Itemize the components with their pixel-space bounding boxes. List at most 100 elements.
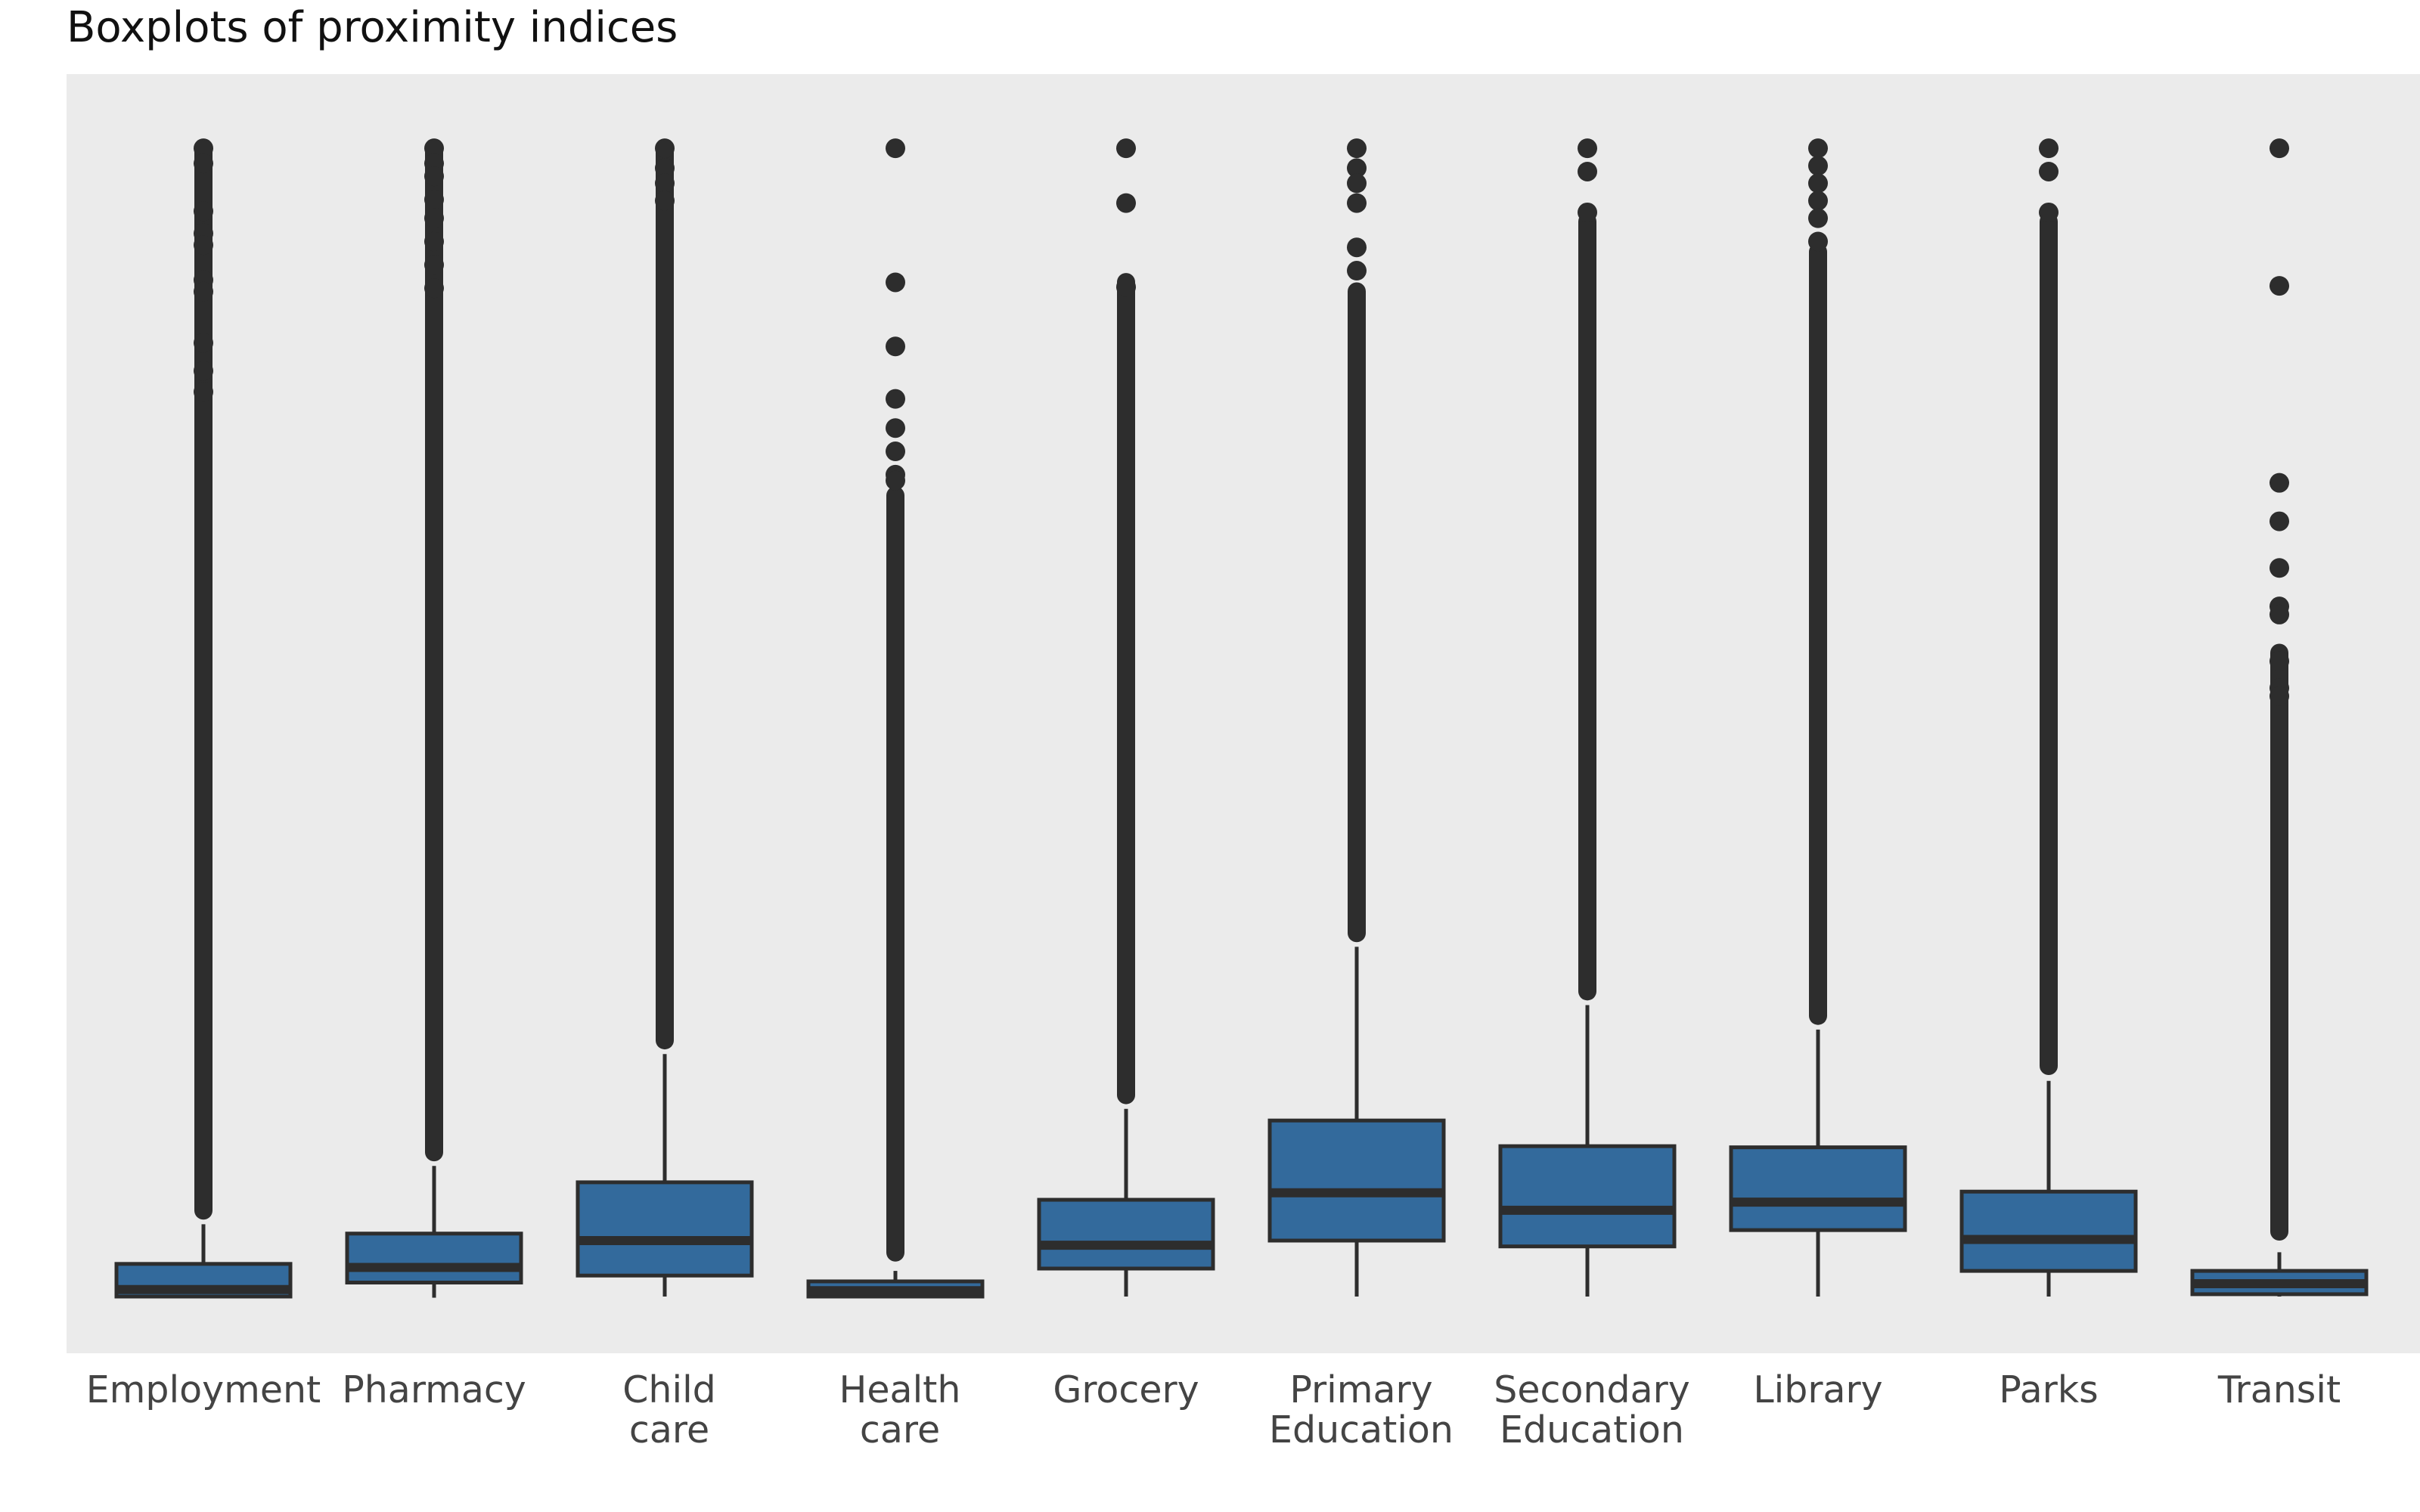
box — [1037, 1198, 1215, 1271]
outlier-point — [1116, 277, 1136, 297]
x-tick-label-line: Secondary — [1494, 1368, 1690, 1411]
x-tick-label-line: Grocery — [1053, 1368, 1199, 1411]
x-tick-label: Grocery — [1053, 1368, 1199, 1411]
box-group-2 — [576, 138, 754, 1297]
x-tick-label-line: Pharmacy — [342, 1368, 526, 1411]
outlier-point — [424, 278, 444, 299]
outlier-point — [2039, 202, 2059, 222]
outlier-point — [2270, 511, 2289, 531]
x-tick-label: Parks — [1999, 1368, 2098, 1411]
outlier-column — [1578, 212, 1596, 1001]
box-group-1 — [345, 138, 523, 1298]
x-tick-label: Employment — [86, 1368, 321, 1411]
outlier-point — [194, 138, 213, 159]
outlier-point — [194, 153, 213, 174]
x-tick-label: Primary Education — [1269, 1368, 1454, 1452]
outlier-point — [194, 333, 213, 353]
box-group-5 — [1267, 138, 1446, 1297]
outlier-column — [1117, 273, 1135, 1105]
outlier-point — [194, 361, 213, 381]
outlier-point — [886, 470, 905, 491]
x-tick-label: Pharmacy — [342, 1368, 526, 1411]
outlier-point — [655, 191, 675, 211]
outlier-point — [2270, 558, 2289, 578]
outlier-point — [2270, 604, 2289, 624]
outlier-point — [655, 138, 675, 159]
outlier-point — [424, 208, 444, 228]
box — [1959, 1189, 2138, 1273]
x-tick-label-line: Parks — [1999, 1368, 2098, 1411]
box-group-0 — [114, 138, 293, 1299]
box — [1267, 1118, 1446, 1243]
outlier-point — [1808, 156, 1828, 176]
outlier-point — [1578, 138, 1597, 159]
outlier-column — [2270, 643, 2288, 1241]
outlier-point — [886, 389, 905, 409]
x-tick-label-line: Transit — [2217, 1368, 2341, 1411]
x-tick-label: Secondary Education — [1494, 1368, 1690, 1452]
box — [1729, 1145, 1907, 1232]
outlier-point — [2270, 276, 2289, 296]
outlier-point — [194, 382, 213, 402]
outlier-point — [2270, 686, 2289, 706]
box — [576, 1180, 754, 1278]
x-tick-label-line: care — [860, 1408, 940, 1452]
outlier-point — [424, 189, 444, 209]
outlier-point — [1808, 173, 1828, 194]
outlier-point — [1808, 191, 1828, 211]
chart-title: Boxplots of proximity indices — [67, 3, 678, 52]
outlier-point — [1808, 208, 1828, 228]
outlier-point — [194, 201, 213, 222]
box — [1498, 1144, 1677, 1249]
box-group-7 — [1729, 138, 1907, 1297]
outlier-point — [194, 235, 213, 256]
outlier-point — [424, 231, 444, 252]
x-tick-label-line: Education — [1269, 1408, 1454, 1452]
box — [345, 1232, 523, 1284]
outlier-point — [1578, 161, 1597, 181]
outlier-column — [425, 142, 443, 1162]
outlier-point — [655, 158, 675, 178]
x-tick-label-line: Primary — [1289, 1368, 1432, 1411]
outlier-point — [2270, 651, 2289, 671]
chart-marks — [114, 138, 2369, 1299]
x-tick-label: Transit — [2217, 1368, 2341, 1411]
outlier-column — [2040, 212, 2058, 1076]
outlier-point — [886, 138, 905, 159]
outlier-point — [1347, 173, 1367, 194]
x-tick-label: Child care — [622, 1368, 716, 1452]
x-tick-label-line: Child — [622, 1368, 716, 1411]
box-group-3 — [806, 138, 985, 1299]
box-group-6 — [1498, 138, 1677, 1297]
outlier-column — [656, 142, 674, 1050]
outlier-point — [655, 173, 675, 194]
outlier-point — [1347, 261, 1367, 281]
outlier-point — [1347, 138, 1367, 159]
box-group-8 — [1959, 138, 2138, 1297]
outlier-point — [194, 281, 213, 302]
outlier-column — [1348, 282, 1366, 943]
x-tick-label: Library — [1753, 1368, 1882, 1411]
outlier-column — [194, 142, 213, 1220]
outlier-point — [1347, 193, 1367, 213]
outlier-point — [1116, 193, 1136, 213]
outlier-point — [424, 166, 444, 187]
box-group-4 — [1037, 138, 1215, 1297]
outlier-point — [886, 272, 905, 293]
outlier-point — [2270, 138, 2289, 159]
outlier-point — [1808, 138, 1828, 159]
outlier-point — [1578, 202, 1597, 222]
outlier-point — [886, 442, 905, 462]
x-tick-label-line: care — [629, 1408, 709, 1452]
outlier-point — [2039, 161, 2059, 181]
outlier-column — [886, 486, 904, 1262]
outlier-point — [2039, 138, 2059, 159]
outlier-point — [1116, 138, 1136, 159]
x-tick-label-line: Employment — [86, 1368, 321, 1411]
box-group-9 — [2190, 138, 2369, 1297]
outlier-point — [1347, 237, 1367, 258]
x-tick-label-line: Education — [1500, 1408, 1684, 1452]
plot-area-background — [67, 74, 2420, 1353]
